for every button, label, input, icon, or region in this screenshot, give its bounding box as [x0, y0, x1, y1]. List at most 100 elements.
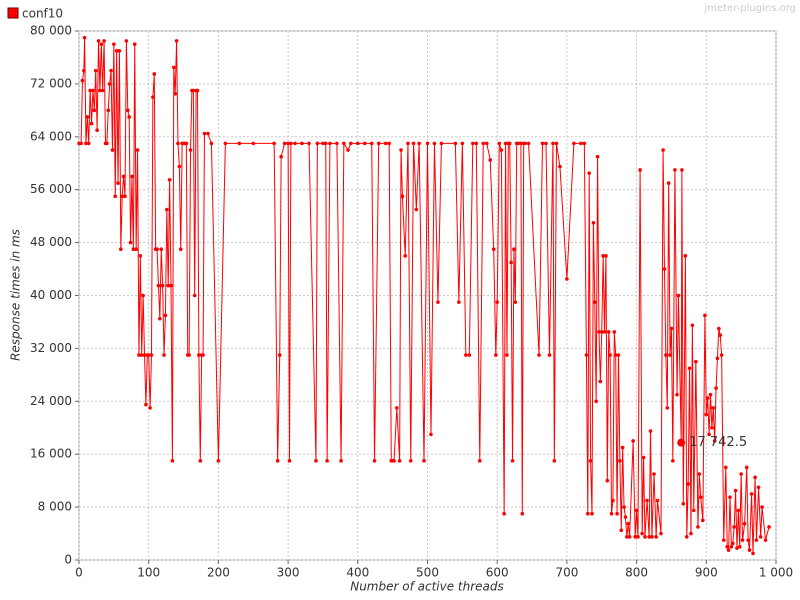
data-point [335, 141, 339, 146]
data-point [697, 472, 702, 476]
data-point [113, 194, 118, 199]
data-point [346, 148, 350, 152]
data-point [758, 535, 763, 539]
data-point [708, 392, 713, 397]
data-point [513, 300, 518, 304]
data-point [152, 72, 157, 76]
data-point [141, 293, 145, 298]
data-point [184, 141, 189, 146]
data-point [712, 439, 717, 443]
data-point [491, 247, 496, 252]
data-point [668, 353, 672, 357]
data-point [132, 42, 137, 47]
data-point [526, 141, 531, 146]
data-point [178, 247, 183, 252]
data-point [675, 392, 679, 397]
x-tick-label: 200 [207, 566, 230, 580]
data-point [80, 78, 85, 83]
data-point [689, 531, 693, 536]
data-point [93, 68, 98, 73]
data-point [599, 330, 604, 334]
data-point [707, 432, 711, 437]
y-tick-label: 24 000 [30, 394, 72, 408]
x-tick-label: 500 [416, 566, 439, 580]
x-tick-label: 700 [555, 566, 578, 580]
data-point [572, 141, 576, 146]
legend-label: conf10 [22, 7, 63, 21]
data-point [195, 88, 200, 93]
data-point [669, 326, 674, 331]
data-point [587, 171, 592, 175]
data-point [683, 254, 688, 258]
data-point [100, 88, 105, 93]
data-point [509, 260, 513, 265]
data-point [289, 141, 293, 146]
data-point [198, 459, 203, 463]
data-point [634, 508, 639, 513]
data-point [680, 168, 684, 172]
data-point [192, 293, 197, 298]
x-tick-label: 600 [486, 566, 509, 580]
data-point [457, 300, 461, 304]
data-point [395, 406, 399, 410]
data-point [640, 531, 644, 536]
data-point [763, 538, 768, 542]
data-point [652, 472, 656, 476]
data-point [733, 488, 738, 493]
data-point [613, 353, 618, 357]
data-point [173, 92, 177, 96]
data-point [495, 300, 500, 304]
data-point [339, 459, 343, 463]
data-point [594, 399, 598, 404]
y-tick-label: 8 000 [38, 500, 72, 514]
data-point [665, 406, 670, 410]
data-point [497, 141, 502, 146]
data-point [187, 353, 191, 357]
data-point [691, 508, 696, 513]
data-point [516, 141, 520, 146]
data-point [505, 353, 509, 357]
data-point [471, 141, 475, 146]
data-point [92, 108, 97, 113]
x-tick-label: 1 000 [759, 566, 793, 580]
data-point [523, 141, 527, 146]
data-point [127, 115, 131, 119]
data-point [499, 148, 504, 152]
data-point [753, 475, 757, 480]
data-point [86, 141, 91, 146]
data-point [623, 515, 628, 519]
data-point [191, 88, 196, 93]
data-point [601, 254, 605, 258]
data-point [735, 546, 739, 550]
data-point [622, 505, 626, 509]
data-point [728, 495, 732, 499]
data-point [565, 277, 569, 281]
data-point [732, 525, 736, 529]
annotation-marker [677, 438, 686, 447]
data-point [687, 366, 692, 371]
data-point [315, 141, 320, 146]
data-point [742, 521, 747, 526]
data-point [300, 141, 304, 146]
data-point [287, 459, 292, 463]
data-point [206, 131, 210, 136]
data-point [760, 505, 764, 509]
data-point [605, 478, 610, 483]
data-point [119, 247, 123, 252]
data-point [105, 141, 109, 146]
data-point [429, 432, 433, 437]
data-point [383, 141, 388, 146]
data-point [494, 353, 498, 357]
data-point [88, 88, 92, 93]
x-tick-label: 900 [695, 566, 718, 580]
data-point [684, 535, 689, 539]
data-point [107, 82, 112, 86]
x-tick-label: 800 [625, 566, 648, 580]
data-point [169, 283, 173, 288]
data-point [89, 121, 94, 126]
data-point [209, 141, 214, 146]
data-point [436, 300, 440, 304]
data-point [611, 498, 615, 503]
data-point [109, 68, 113, 73]
data-point [724, 465, 728, 470]
